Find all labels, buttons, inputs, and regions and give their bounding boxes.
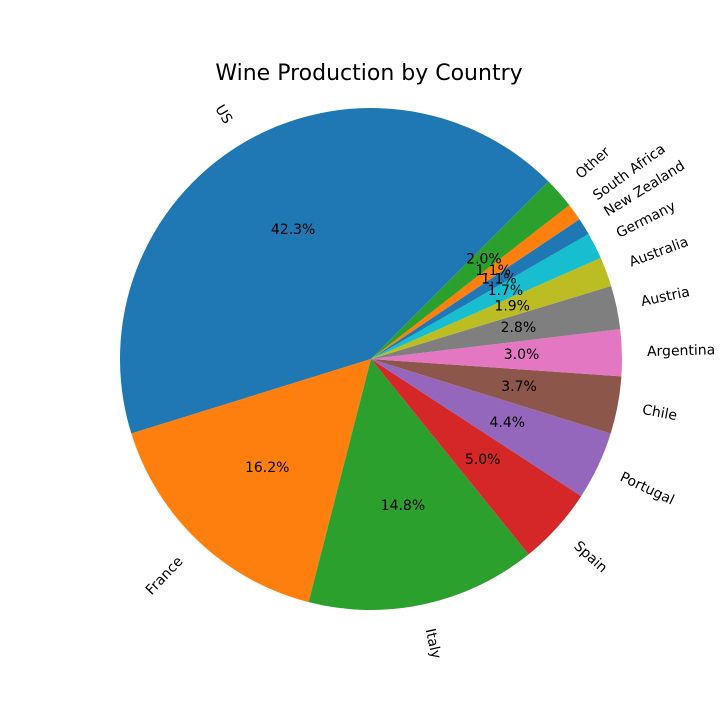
percent-labels: 42.3%16.2%14.8%5.0%4.4%3.7%3.0%2.8%1.9%1… [245, 222, 539, 514]
pie-slice-other [371, 181, 570, 359]
category-label-argentina: Argentina [647, 342, 716, 360]
percent-label-argentina: 3.0% [504, 347, 540, 363]
pie-slice-italy [308, 359, 529, 610]
category-label-italy: Italy [422, 627, 444, 660]
percent-label-france: 16.2% [245, 460, 289, 476]
pie-slice-chile [371, 359, 622, 434]
chart-title: Wine Production by Country [215, 61, 522, 86]
pie-slice-france [131, 359, 371, 603]
category-label-spain: Spain [570, 538, 610, 576]
category-label-france: France [143, 554, 187, 599]
category-label-other: Other [573, 144, 614, 182]
percent-label-other: 2.0% [466, 251, 502, 267]
pie-slice-australia [371, 257, 612, 359]
percent-label-austria: 2.8% [501, 320, 537, 336]
pie-slices [119, 107, 623, 610]
pie-slice-austria [371, 285, 621, 359]
percent-label-chile: 3.7% [501, 379, 537, 395]
percent-label-spain: 5.0% [465, 452, 501, 468]
pie-slice-us [119, 107, 549, 434]
percent-label-portugal: 4.4% [489, 415, 525, 431]
percent-label-south-africa: 1.1% [475, 263, 511, 279]
category-label-us: US [211, 102, 235, 127]
pie-slice-argentina [371, 329, 623, 377]
pie-slice-south-africa [371, 205, 580, 359]
pie-slice-portugal [371, 359, 611, 497]
percent-label-australia: 1.9% [494, 299, 530, 315]
category-label-australia: Australia [627, 234, 691, 271]
category-label-austria: Austria [640, 284, 692, 310]
pie-slice-new-zealand [371, 219, 589, 359]
pie-slice-spain [371, 359, 582, 555]
category-label-chile: Chile [641, 402, 678, 424]
percent-label-italy: 14.8% [381, 498, 425, 514]
percent-label-germany: 1.7% [488, 283, 524, 299]
percent-label-new-zealand: 1.1% [481, 272, 517, 288]
category-label-portugal: Portugal [617, 469, 676, 508]
pie-slice-germany [371, 233, 601, 359]
percent-label-us: 42.3% [271, 222, 315, 238]
